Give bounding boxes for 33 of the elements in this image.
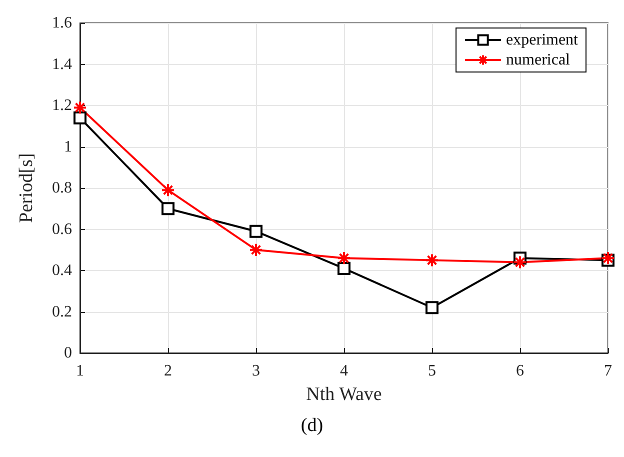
y-tick-label: 1.2 (52, 97, 72, 114)
x-tick-label: 1 (76, 362, 84, 380)
y-axis-title: Period[s] (16, 153, 37, 223)
point (425, 253, 439, 268)
point (162, 202, 174, 216)
y-tick-label: 0.2 (52, 303, 72, 320)
point (74, 111, 86, 124)
point (250, 224, 262, 238)
x-axis-title: Nth Wave (306, 384, 382, 405)
y-tick-label: 1 (64, 138, 72, 156)
y-tick-label: 0.6 (52, 220, 72, 238)
x-tick-label: 4 (340, 362, 348, 380)
y-tick-label: 0.4 (52, 262, 72, 279)
x-tick-label: 3 (252, 362, 260, 380)
y-tick-label: 1.4 (52, 56, 72, 73)
y-tick-label: 1.6 (52, 14, 72, 32)
text: (d) (300, 415, 324, 436)
legend-label: numerical (506, 52, 571, 68)
x-tick-label: 5 (428, 362, 436, 380)
x-tick-label: 2 (164, 362, 172, 380)
point (337, 251, 351, 266)
point (73, 100, 87, 115)
point (249, 242, 263, 257)
legend-label: experiment (506, 32, 579, 48)
point (513, 255, 527, 270)
point (161, 183, 175, 198)
x-tick-label: 7 (604, 362, 612, 380)
y-tick-label: 0 (64, 344, 72, 362)
x-tick-label: 6 (516, 362, 524, 380)
point (601, 251, 615, 266)
y-tick-label: 0.8 (52, 180, 72, 196)
point (426, 301, 438, 314)
point (338, 262, 350, 275)
